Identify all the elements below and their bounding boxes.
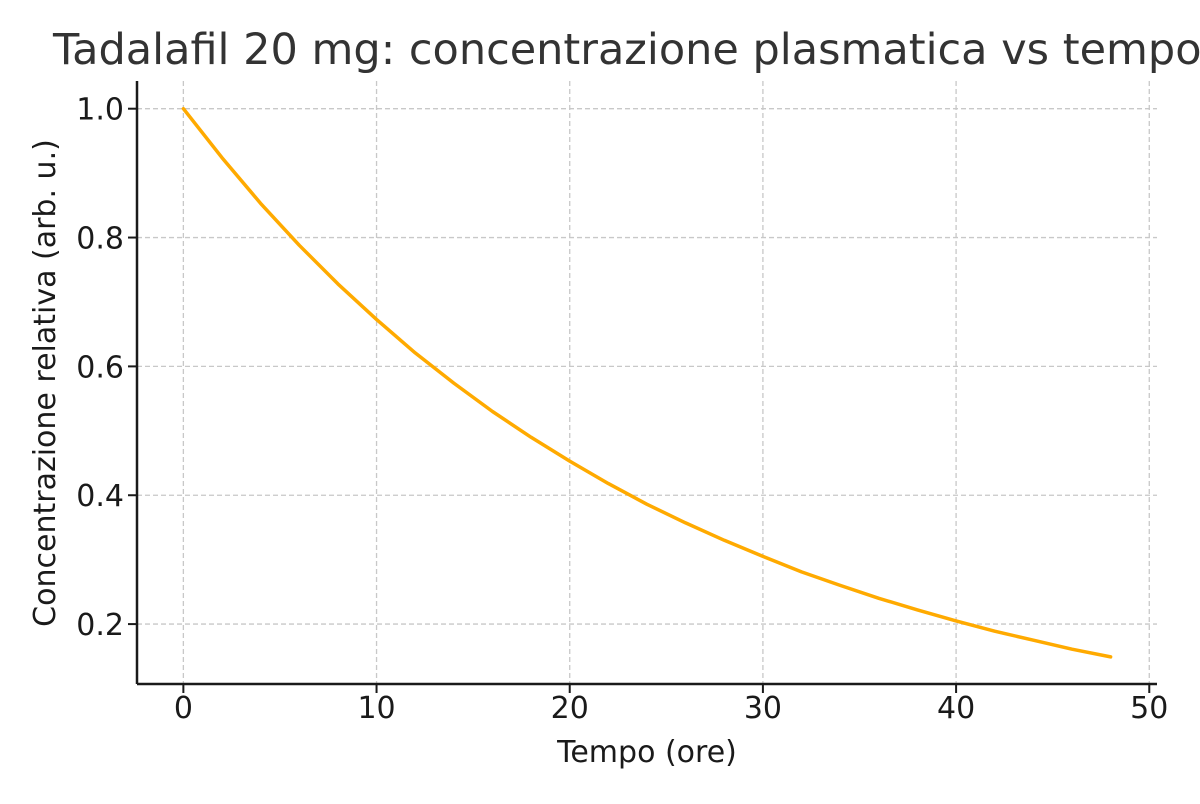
y-tick-label: 1.0 xyxy=(76,93,124,128)
x-tick-label: 50 xyxy=(1130,691,1168,726)
x-tick-layer: 0 10 20 30 40 50 xyxy=(174,684,1168,726)
y-tick-layer: 0.2 0.4 0.6 0.8 1.0 xyxy=(76,93,137,643)
y-tick-label: 0.2 xyxy=(76,608,124,643)
x-tick-label: 0 xyxy=(174,691,193,726)
x-tick-label: 30 xyxy=(744,691,782,726)
chart-title: Tadalafil 20 mg: concentrazione plasmati… xyxy=(52,25,1200,75)
y-tick-label: 0.4 xyxy=(76,479,124,514)
x-tick-label: 40 xyxy=(937,691,975,726)
x-axis-label: Tempo (ore) xyxy=(556,735,737,770)
grid-layer xyxy=(137,81,1157,684)
axes-layer xyxy=(135,81,1157,686)
series-line-0 xyxy=(181,106,1113,659)
x-tick-label: 20 xyxy=(551,691,589,726)
y-tick-label: 0.6 xyxy=(76,350,124,385)
x-tick-label: 10 xyxy=(357,691,395,726)
series-layer xyxy=(181,106,1113,659)
y-axis-label: Concentrazione relativa (arb. u.) xyxy=(28,139,63,627)
y-tick-label: 0.8 xyxy=(76,222,124,257)
